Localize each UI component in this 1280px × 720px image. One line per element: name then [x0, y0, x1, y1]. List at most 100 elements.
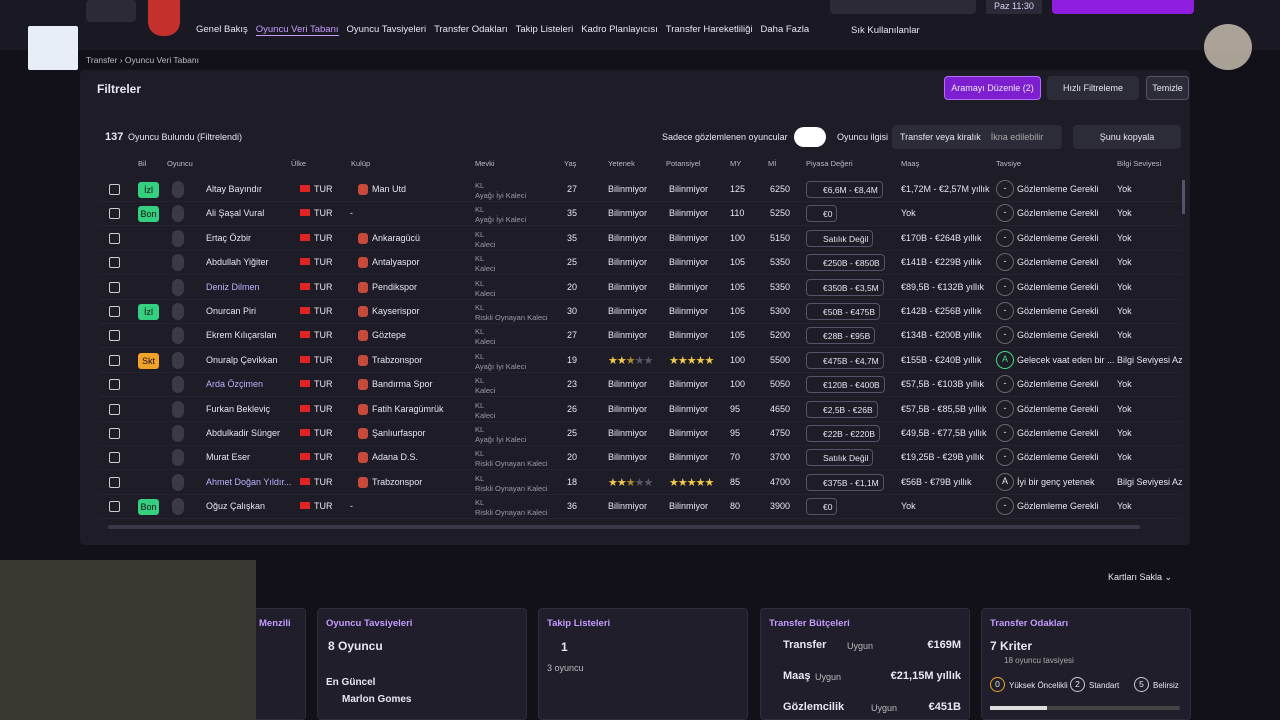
player-name[interactable]: Ali Şaşal Vural — [206, 208, 265, 219]
interest-dropdown[interactable]: Transfer veya kiralık İkna edilebilir — [892, 125, 1062, 149]
table-row[interactable]: Furkan Bekleviç TUR Fatih Karagümrük KL Kale… — [100, 398, 1182, 422]
market-value[interactable]: €6,6M - €8,4M — [806, 181, 883, 198]
table-row[interactable]: Ertaç Özbir TUR Ankaragücü KL Kaleci 35 Bilinm… — [100, 227, 1182, 251]
column-header[interactable]: Mİ — [768, 159, 777, 168]
player-name[interactable]: Ertaç Özbir — [206, 232, 252, 243]
player-name[interactable]: Altay Bayındır — [206, 184, 263, 194]
tab[interactable]: Oyuncu Tavsiyeleri — [346, 24, 427, 35]
v-scrollbar[interactable] — [1182, 180, 1185, 214]
column-header[interactable]: Bil — [138, 159, 147, 168]
club[interactable]: Fatih Karagümrük — [372, 403, 444, 414]
market-value[interactable]: Satılık Değil — [806, 449, 874, 467]
checkbox[interactable] — [109, 428, 120, 439]
card[interactable]: Takip Listeleri 1 3 oyuncu — [538, 608, 748, 720]
column-header[interactable]: Maaş — [901, 159, 920, 168]
favorites[interactable]: Sık Kullanılanlar — [851, 25, 920, 36]
checkbox[interactable] — [109, 379, 120, 391]
checkbox[interactable] — [109, 452, 120, 464]
market-value[interactable]: Satılık Değil — [806, 229, 874, 247]
club[interactable]: Göztepe — [372, 330, 407, 341]
market-value[interactable]: €475B - €4,7M — [806, 351, 884, 369]
card[interactable]: Transfer Bütçeleri Transfer Uygun €169M Maaş… — [760, 608, 970, 720]
quick-icons[interactable] — [938, 23, 1058, 37]
checkbox[interactable] — [109, 330, 120, 342]
market-value[interactable]: €22B - €220B — [806, 425, 880, 442]
club[interactable]: Ankaragücü — [372, 232, 421, 243]
club[interactable]: Man Utd — [372, 184, 407, 194]
club[interactable]: Antalyaspor — [372, 257, 420, 268]
table-row[interactable]: Bon Oğuz Çalışkan TUR - KL Riskli Oynayan Kal… — [100, 495, 1182, 520]
market-value[interactable]: €120B - €400B — [806, 376, 885, 394]
column-header[interactable]: MY — [730, 159, 742, 168]
crumb[interactable]: Oyuncu Veri Tabanı — [124, 55, 199, 65]
edit-search-button[interactable]: Aramayı Düzenle (2) — [944, 76, 1041, 100]
player-name[interactable]: Murat Eser — [206, 452, 251, 463]
table-row[interactable]: İzl Onurcan Piri TUR Kayserispor KL Riskli Oy… — [100, 300, 1182, 324]
player-name[interactable]: Onurcan Piri — [206, 306, 257, 316]
checkbox[interactable] — [109, 208, 120, 220]
toolbar[interactable] — [830, 0, 976, 14]
checkbox[interactable] — [109, 354, 120, 366]
market-value[interactable]: €2,5B - €26B — [806, 400, 878, 418]
column-header[interactable]: Oyuncu — [167, 159, 193, 168]
checkbox[interactable] — [109, 306, 120, 317]
clear-button[interactable]: Temizle — [1146, 76, 1189, 100]
table-row[interactable]: Deniz Dilmen TUR Pendikspor KL Kaleci 20 Bilin… — [100, 276, 1182, 300]
club[interactable]: Bandırma Spor — [372, 379, 433, 390]
column-header[interactable]: Tavsiye — [996, 159, 1022, 168]
player-name[interactable]: Furkan Bekleviç — [206, 403, 271, 414]
table-row[interactable]: Abdulkadir Sünger TUR Şanlıurfaspor KL Ayağı… — [100, 422, 1182, 446]
checkbox[interactable] — [109, 184, 120, 195]
tab[interactable]: Genel Bakış — [196, 24, 248, 35]
club[interactable]: Trabzonspor — [372, 476, 423, 487]
player-name[interactable]: Oğuz Çalışkan — [206, 501, 266, 512]
checkbox[interactable] — [109, 501, 120, 513]
column-header[interactable]: Yaş — [564, 159, 577, 168]
table-row[interactable]: Murat Eser TUR Adana D.S. KL Riskli Oynayan … — [100, 446, 1182, 471]
tab[interactable]: Oyuncu Veri Tabanı — [255, 24, 339, 36]
market-value[interactable]: €50B - €475B — [806, 303, 880, 320]
h-scrollbar[interactable] — [108, 525, 1140, 529]
tab[interactable]: Daha Fazla — [760, 24, 810, 35]
player-name[interactable]: Deniz Dilmen — [206, 281, 260, 292]
checkbox[interactable] — [109, 281, 120, 293]
club[interactable]: Pendikspor — [372, 281, 418, 292]
checkbox[interactable] — [109, 232, 120, 244]
market-value[interactable]: €250B - €850B — [806, 254, 885, 272]
checkbox[interactable] — [109, 257, 120, 269]
hide-cards[interactable]: Kartları Sakla ⌄ — [1108, 572, 1173, 582]
player-name[interactable]: Abdulkadir Sünger — [206, 428, 281, 438]
market-value[interactable]: €28B - €95B — [806, 327, 876, 345]
table-row[interactable]: İzl Altay Bayındır TUR Man Utd KL Ayağı İyi K… — [100, 178, 1182, 202]
tab[interactable]: Kadro Planlayıcısı — [581, 24, 658, 35]
column-header[interactable]: Yetenek — [608, 159, 635, 168]
club[interactable]: - — [350, 208, 353, 219]
table-row[interactable]: Arda Özçimen TUR Bandırma Spor KL Kaleci 23 Bi… — [100, 373, 1182, 398]
quick-filter-button[interactable]: Hızlı Filtreleme — [1047, 76, 1139, 100]
table-row[interactable]: Skt Onuralp Çevikkan TUR Trabzonspor KL Ayağı… — [100, 349, 1183, 373]
player-name[interactable]: Onuralp Çevikkan — [206, 354, 278, 365]
player-name[interactable]: Ekrem Kılıçarslan — [206, 330, 277, 341]
market-value[interactable]: €0 — [806, 205, 838, 223]
table-row[interactable]: Ekrem Kılıçarslan TUR Göztepe KL Kaleci 27 Bil… — [100, 324, 1182, 349]
crumb[interactable]: Transfer — [86, 55, 118, 65]
player-name[interactable]: Arda Özçimen — [206, 379, 264, 390]
column-header[interactable]: Potansiyel — [666, 159, 701, 168]
tab[interactable]: Transfer Odakları — [434, 24, 508, 35]
card[interactable]: Transfer Odakları 7 Kriter 18 oyuncu tav… — [981, 608, 1191, 720]
table-row[interactable]: Abdullah Yiğiter TUR Antalyaspor KL Kaleci 25… — [100, 251, 1182, 276]
player-name[interactable]: Ahmet Doğan Yıldır... — [206, 476, 292, 487]
tab[interactable]: Transfer Hareketliliği — [665, 24, 753, 35]
card[interactable]: Oyuncu Tavsiyeleri 8 Oyuncu En Güncel Ma… — [317, 608, 527, 720]
column-header[interactable]: Piyasa Değeri — [806, 159, 853, 168]
market-value[interactable]: €375B - €1,1M — [806, 473, 884, 491]
nav-arrows[interactable] — [86, 0, 136, 22]
table-row[interactable]: Ahmet Doğan Yıldır... TUR Trabzonspor KL Ris… — [100, 471, 1183, 495]
club[interactable]: - — [350, 501, 353, 512]
club[interactable]: Şanlıurfaspor — [372, 428, 426, 438]
club[interactable]: Kayserispor — [372, 306, 420, 316]
tab[interactable]: Takip Listeleri — [515, 24, 574, 35]
table-row[interactable]: Bon Ali Şaşal Vural TUR - KL Ayağı İyi Kaleci… — [100, 202, 1182, 227]
column-header[interactable]: Mevki — [475, 159, 495, 168]
copy-button[interactable]: Şunu kopyala — [1073, 125, 1181, 149]
